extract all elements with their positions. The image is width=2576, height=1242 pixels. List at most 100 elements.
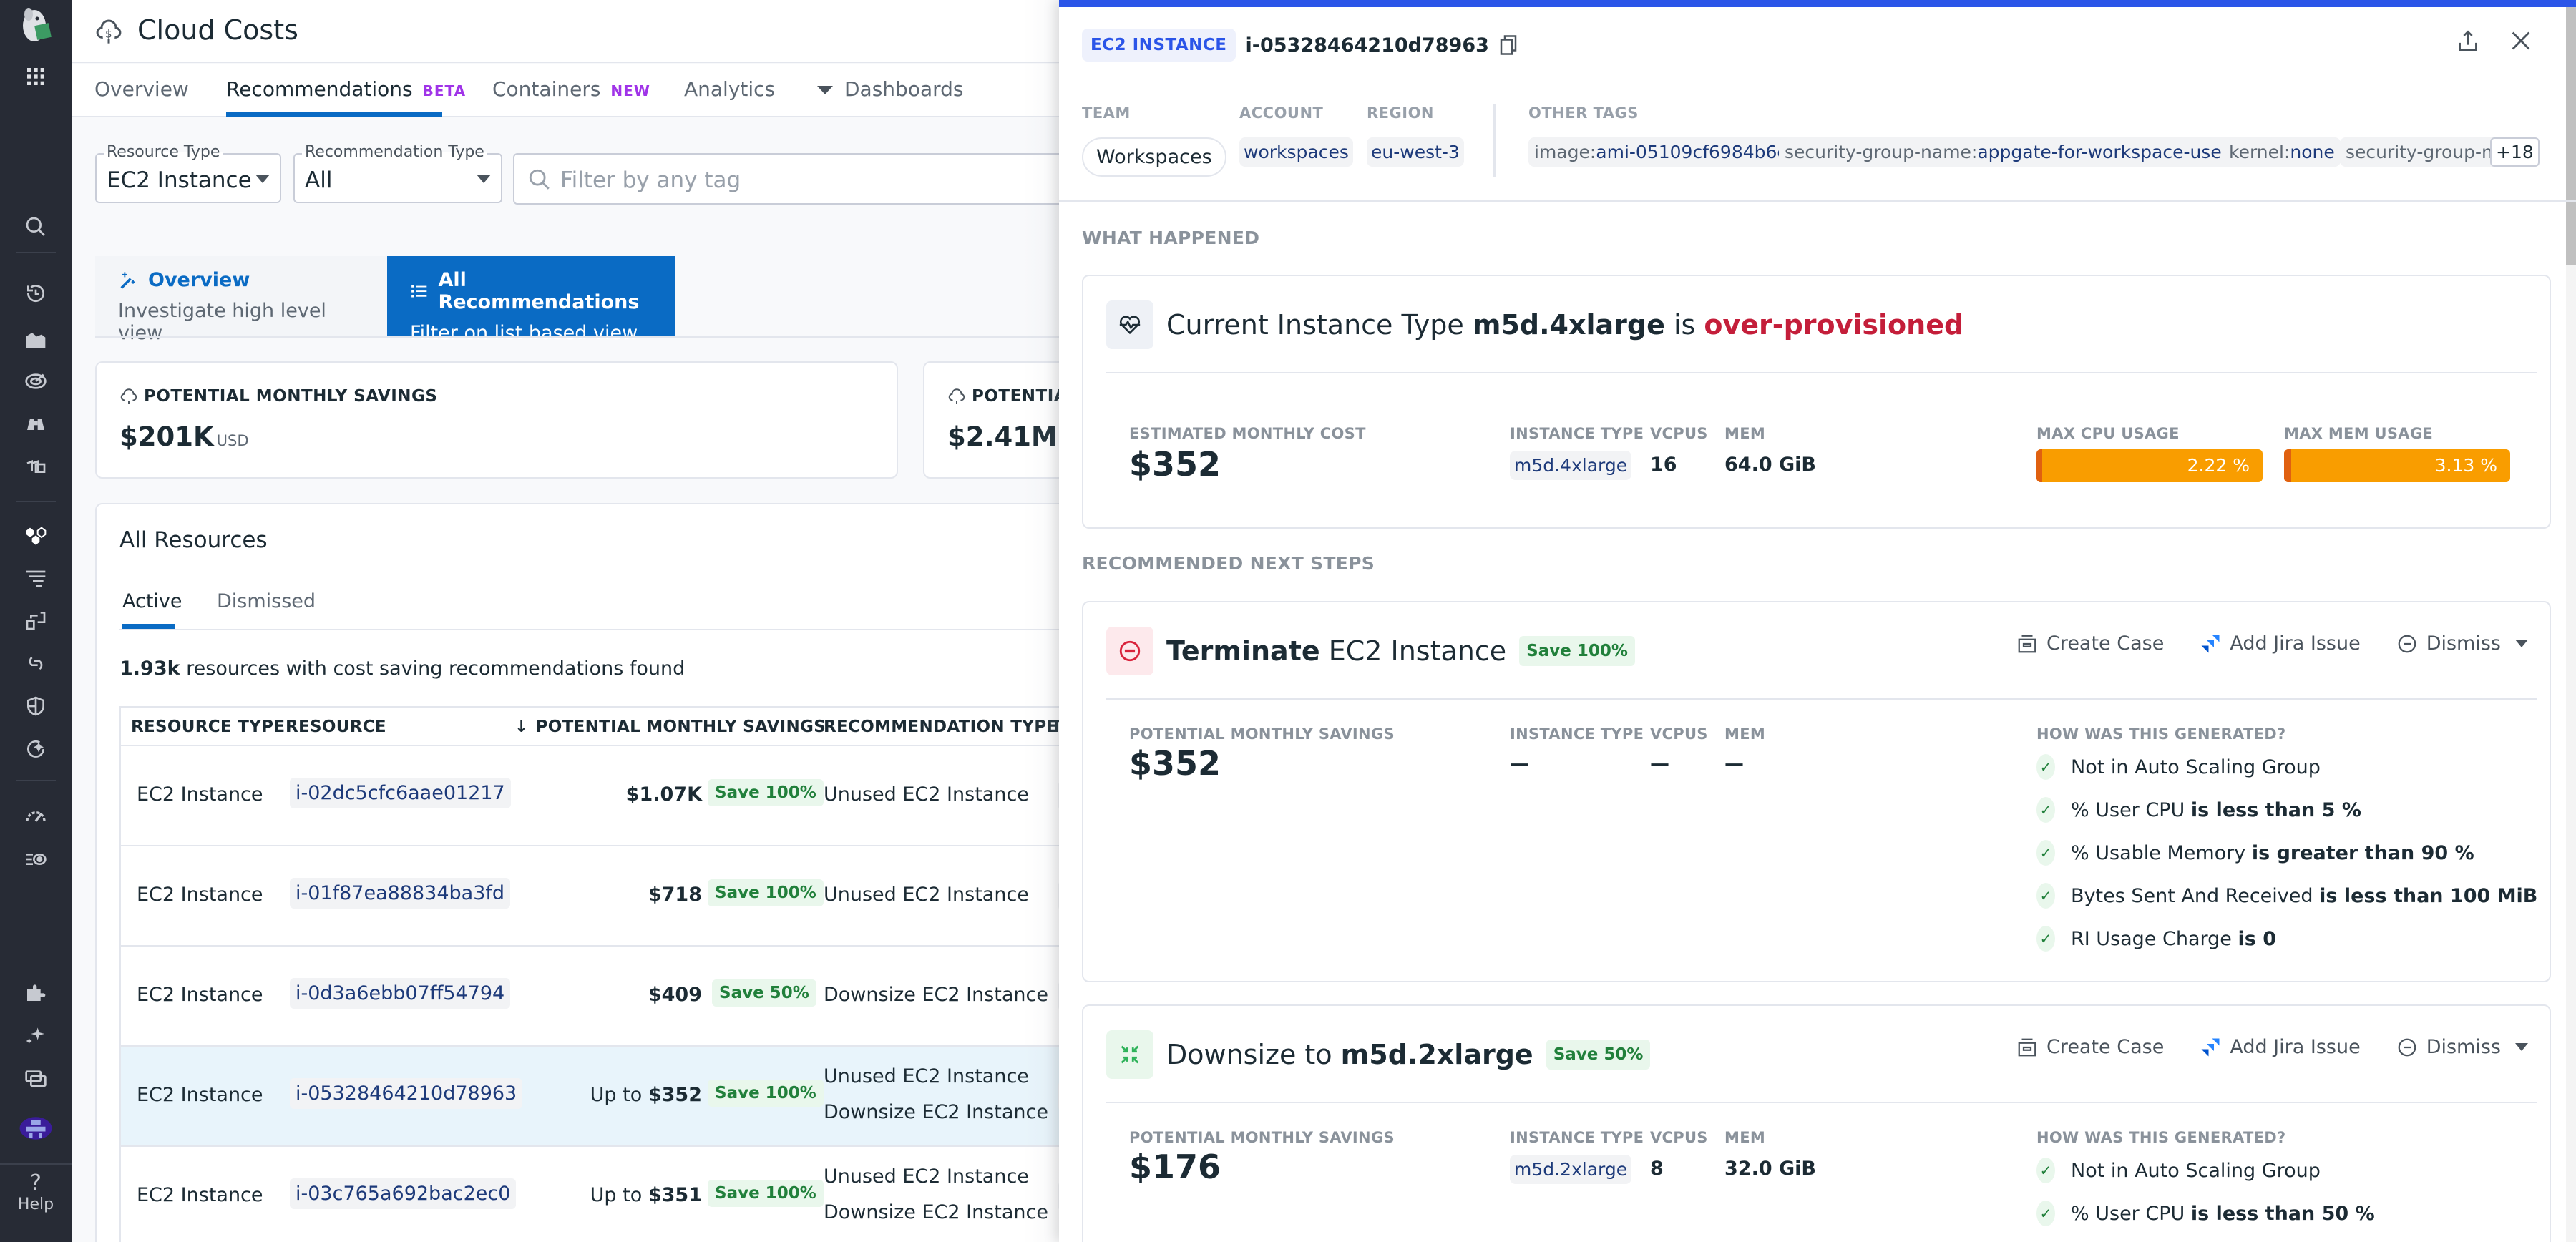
watchdog-icon[interactable] — [0, 841, 72, 877]
history-icon[interactable] — [0, 275, 72, 311]
monitors-icon[interactable] — [0, 363, 72, 399]
table-row[interactable]: EC2 Instance i-02dc5cfc6aae01217 $1.07K … — [119, 746, 1093, 846]
all-recommendations-card-subtitle: Filter on list based view — [410, 322, 638, 344]
copy-icon[interactable] — [1499, 34, 1518, 56]
chevron-down-icon — [817, 86, 833, 94]
resource-type-select[interactable]: Resource Type EC2 Instance — [95, 143, 281, 203]
bits-ai-sparkle-icon[interactable] — [0, 1017, 72, 1053]
save-badge: Save 100% — [708, 879, 824, 906]
binoculars-icon[interactable] — [0, 406, 72, 442]
tab-containers[interactable]: Containers NEW — [492, 77, 650, 101]
apm-icon[interactable] — [0, 602, 72, 638]
create-case-button[interactable]: Create Case — [2016, 632, 2164, 655]
overview-view-card[interactable]: Overview Investigate high level view — [95, 256, 387, 344]
recommendation-type-select[interactable]: Recommendation Type All — [293, 143, 502, 203]
all-resources-title: All Resources — [119, 527, 268, 553]
results-count: 1.93k resources with cost saving recomme… — [119, 657, 686, 680]
recommendation-actions: Create Case Add Jira Issue Dismiss — [2016, 632, 2528, 655]
tag-pill[interactable]: image:ami-05109cf6984b6ec22 — [1528, 137, 1827, 167]
tab-overview[interactable]: Overview — [94, 77, 189, 101]
scrollbar-track[interactable] — [2566, 7, 2576, 1242]
notebooks-icon[interactable] — [0, 1060, 72, 1096]
divider — [1493, 104, 1496, 177]
column-header-savings[interactable]: ↓ POTENTIAL MONTHLY SAVINGS — [514, 718, 826, 736]
resource-link[interactable]: i-01f87ea88834ba3fd — [290, 878, 511, 909]
region-meta: REGION eu-west-3 — [1367, 104, 1464, 167]
tag-pill[interactable]: security-group-name:appgate-for-workspac… — [1779, 137, 2235, 167]
jira-icon — [2201, 1038, 2220, 1056]
resource-link[interactable]: i-0d3a6ebb07ff54794 — [290, 978, 511, 1009]
apps-grid-icon[interactable] — [0, 59, 72, 94]
account-pill[interactable]: workspaces — [1239, 137, 1353, 167]
resource-link[interactable]: i-05328464210d78963 — [290, 1078, 523, 1109]
chevron-down-icon — [255, 175, 270, 183]
table-row-selected[interactable]: EC2 Instance i-05328464210d78963 Up to $… — [119, 1047, 1093, 1147]
tag-pill[interactable]: security-group-n... — [2340, 137, 2516, 167]
dismiss-dropdown[interactable]: Dismiss — [2396, 632, 2528, 655]
infrastructure-icon[interactable] — [0, 517, 72, 552]
tab-dashboards[interactable]: Dashboards — [817, 77, 964, 101]
check-icon: ✓ — [2036, 797, 2055, 823]
check-icon: ✓ — [2036, 840, 2055, 866]
dashboards-icon[interactable] — [0, 321, 72, 356]
help-label: Help — [17, 1195, 54, 1213]
table-row[interactable]: EC2 Instance i-01f87ea88834ba3fd $718 Sa… — [119, 846, 1093, 947]
column-header-recommendation-type[interactable]: RECOMMENDATION TYPE — [824, 718, 1058, 736]
search-icon[interactable] — [0, 209, 72, 245]
team-pill[interactable]: Workspaces — [1082, 137, 1226, 177]
tab-active[interactable]: Active — [122, 590, 182, 612]
tab-recommendations[interactable]: Recommendations BETA — [226, 77, 467, 101]
list-icon — [411, 285, 427, 298]
close-icon[interactable] — [2509, 29, 2533, 53]
page-header: $ Cloud Costs — [72, 0, 1059, 63]
dismiss-dropdown[interactable]: Dismiss — [2396, 1036, 2528, 1058]
user-avatar[interactable] — [0, 1110, 72, 1146]
table-row[interactable]: EC2 Instance i-0d3a6ebb07ff54794 $409 Sa… — [119, 947, 1093, 1047]
instance-type-pill[interactable]: m5d.4xlarge — [1510, 451, 1632, 480]
criteria-item: ✓ Not in Auto Scaling Group — [2036, 1149, 2375, 1192]
datadog-logo-icon[interactable] — [14, 6, 57, 49]
divider — [119, 629, 1085, 630]
security-icon[interactable] — [0, 688, 72, 724]
column-header-resource[interactable]: RESOURCE — [286, 718, 386, 736]
column-header-resource-type[interactable]: RESOURCE TYPE — [131, 718, 286, 736]
kpi-value: $2.41M — [947, 421, 1058, 452]
main-content: $ Cloud Costs Overview Recommendations BE… — [72, 0, 1281, 1242]
jira-icon — [2201, 635, 2220, 652]
vcpus-value: 16 — [1650, 454, 1677, 476]
help-button[interactable]: ? Help — [0, 1170, 72, 1213]
share-export-icon[interactable] — [2456, 29, 2480, 53]
more-tags-button[interactable]: +18 — [2490, 137, 2540, 167]
integrations-icon[interactable] — [0, 449, 72, 485]
how-generated-label: HOW WAS THIS GENERATED? — [2036, 1129, 2286, 1146]
panel-accent-bar — [1059, 0, 2576, 7]
add-jira-issue-button[interactable]: Add Jira Issue — [2200, 632, 2361, 655]
create-case-button[interactable]: Create Case — [2016, 1036, 2164, 1058]
all-recommendations-view-card[interactable]: All Recommendations Filter on list based… — [387, 256, 675, 344]
performance-gauge-icon[interactable] — [0, 798, 72, 834]
criteria-item: ✓ Bytes Sent And Received is less than 10… — [2036, 874, 2537, 917]
resource-id: i-05328464210d78963 — [1245, 34, 1489, 57]
check-icon: ✓ — [2036, 1201, 2055, 1226]
extensions-puzzle-icon[interactable] — [0, 974, 72, 1010]
region-pill[interactable]: eu-west-3 — [1367, 137, 1464, 167]
recommendation-type-value: All — [305, 167, 333, 193]
tab-dismissed[interactable]: Dismissed — [217, 590, 316, 612]
tag-pill[interactable]: kernel:none — [2223, 137, 2341, 167]
case-icon — [2018, 635, 2036, 652]
resource-link[interactable]: i-03c765a692bac2ec0 — [290, 1178, 517, 1209]
add-jira-issue-button[interactable]: Add Jira Issue — [2200, 1036, 2361, 1058]
how-generated-label: HOW WAS THIS GENERATED? — [2036, 725, 2286, 743]
scrollbar-thumb[interactable] — [2566, 7, 2576, 265]
digital-experience-icon[interactable] — [0, 731, 72, 767]
tab-analytics[interactable]: Analytics — [684, 77, 776, 101]
tag-filter-input[interactable]: Filter by any tag — [513, 153, 1085, 205]
network-icon[interactable] — [0, 645, 72, 681]
active-tab-indicator — [226, 112, 442, 117]
logs-icon[interactable] — [0, 559, 72, 595]
page-title: Cloud Costs — [137, 14, 298, 46]
instance-type-pill[interactable]: m5d.2xlarge — [1510, 1155, 1632, 1184]
resource-link[interactable]: i-02dc5cfc6aae01217 — [290, 778, 511, 808]
save-badge: Save 100% — [708, 1080, 824, 1107]
table-row[interactable]: EC2 Instance i-03c765a692bac2ec0 Up to $… — [119, 1147, 1093, 1242]
